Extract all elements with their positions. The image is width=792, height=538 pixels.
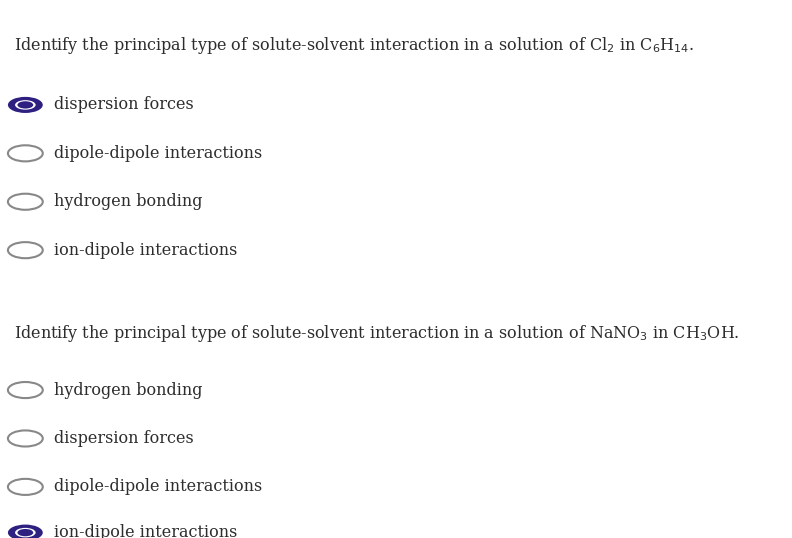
Text: ion-dipole interactions: ion-dipole interactions: [54, 242, 238, 259]
Text: hydrogen bonding: hydrogen bonding: [54, 381, 203, 399]
Ellipse shape: [8, 430, 43, 447]
Ellipse shape: [8, 97, 43, 113]
Ellipse shape: [8, 525, 43, 538]
Ellipse shape: [8, 479, 43, 495]
Ellipse shape: [8, 382, 43, 398]
Ellipse shape: [8, 194, 43, 210]
Text: dipole-dipole interactions: dipole-dipole interactions: [54, 478, 262, 495]
Ellipse shape: [15, 100, 36, 110]
Ellipse shape: [17, 101, 33, 109]
Ellipse shape: [8, 242, 43, 258]
Ellipse shape: [15, 528, 36, 537]
Text: dispersion forces: dispersion forces: [54, 96, 193, 114]
Ellipse shape: [17, 529, 33, 536]
Text: hydrogen bonding: hydrogen bonding: [54, 193, 203, 210]
Text: Identify the principal type of solute-solvent interaction in a solution of Cl$_2: Identify the principal type of solute-so…: [14, 35, 695, 56]
Text: dispersion forces: dispersion forces: [54, 430, 193, 447]
Text: Identify the principal type of solute-solvent interaction in a solution of NaNO$: Identify the principal type of solute-so…: [14, 323, 740, 344]
Text: dipole-dipole interactions: dipole-dipole interactions: [54, 145, 262, 162]
Text: ion-dipole interactions: ion-dipole interactions: [54, 524, 238, 538]
Ellipse shape: [8, 145, 43, 161]
